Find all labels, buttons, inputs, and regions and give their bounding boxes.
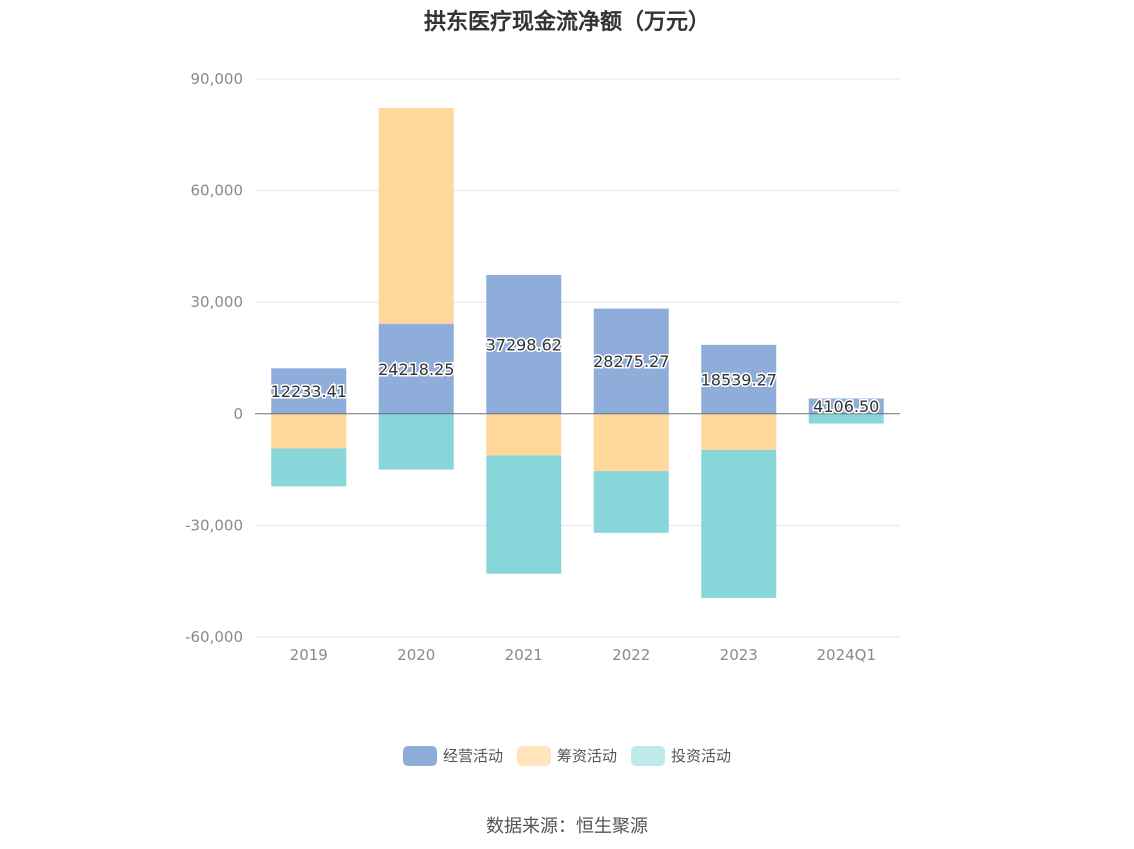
y-tick-label: -30,000 bbox=[185, 516, 243, 534]
y-tick-label: 90,000 bbox=[191, 70, 244, 88]
bar-investing-2021 bbox=[486, 455, 562, 574]
bar-series bbox=[271, 107, 884, 598]
y-tick-label: 30,000 bbox=[191, 293, 244, 311]
bar-operating-2022 bbox=[593, 308, 669, 414]
data-label: 24218.25 bbox=[378, 360, 454, 379]
bar-investing-2020 bbox=[378, 413, 454, 470]
chart-title: 拱东医疗现金流净额（万元） bbox=[423, 10, 710, 35]
x-tick-label: 2024Q1 bbox=[816, 646, 876, 664]
x-tick-label: 2020 bbox=[397, 646, 435, 664]
bar-financing-2021 bbox=[486, 413, 562, 456]
legend-item-investing[interactable]: 投资活动 bbox=[631, 745, 731, 766]
bar-operating-2021 bbox=[486, 275, 562, 414]
data-source: 数据来源：恒生聚源 bbox=[486, 816, 648, 837]
bar-operating-2020 bbox=[378, 323, 454, 414]
legend-label-operating: 经营活动 bbox=[442, 747, 503, 765]
data-label: 18539.27 bbox=[701, 370, 777, 389]
y-tick-label: -60,000 bbox=[185, 628, 243, 646]
bar-investing-2019 bbox=[271, 448, 347, 487]
y-tick-label: 60,000 bbox=[191, 182, 244, 200]
bar-financing-2020 bbox=[378, 107, 454, 324]
legend-label-financing: 筹资活动 bbox=[556, 747, 617, 765]
data-label: 37298.62 bbox=[486, 335, 562, 354]
bar-financing-2019 bbox=[271, 413, 347, 449]
y-tick-label: 0 bbox=[233, 405, 243, 423]
x-tick-label: 2021 bbox=[505, 646, 543, 664]
legend-item-operating[interactable]: 经营活动 bbox=[402, 745, 503, 766]
legend-swatch-financing bbox=[516, 745, 551, 766]
bar-investing-2023 bbox=[701, 449, 777, 598]
legend: 经营活动 筹资活动 投资活动 bbox=[0, 745, 1134, 766]
data-labels: 12233.41 24218.25 37298.62 28275.27 18539.27… bbox=[269, 334, 881, 418]
chart-plot: 90,000 60,000 30,000 0 -30,000 -60,000 12233.… bbox=[185, 70, 900, 664]
legend-swatch-investing bbox=[631, 745, 665, 766]
bar-investing-2022 bbox=[593, 471, 669, 533]
legend-label-investing: 投资活动 bbox=[671, 747, 732, 765]
legend-swatch-operating bbox=[402, 745, 437, 766]
legend-item-financing[interactable]: 筹资活动 bbox=[516, 745, 617, 766]
bar-financing-2023 bbox=[701, 413, 777, 450]
grid-lines bbox=[255, 78, 900, 638]
bar-financing-2022 bbox=[593, 413, 669, 472]
x-tick-label: 2023 bbox=[720, 646, 758, 664]
x-axis: 2019 2020 2021 2022 2023 2024Q1 bbox=[255, 636, 900, 664]
bar-operating-2023 bbox=[701, 344, 777, 414]
data-label: 28275.27 bbox=[593, 352, 669, 371]
bar-investing-2024Q1 bbox=[808, 413, 884, 424]
data-label: 4106.50 bbox=[813, 397, 879, 416]
data-label: 12233.41 bbox=[271, 382, 347, 401]
x-tick-label: 2019 bbox=[290, 646, 328, 664]
bar-operating-2019 bbox=[271, 368, 347, 414]
x-tick-label: 2022 bbox=[612, 646, 650, 664]
bar-operating-2024Q1 bbox=[808, 398, 884, 414]
y-axis: 90,000 60,000 30,000 0 -30,000 -60,000 bbox=[185, 70, 243, 646]
